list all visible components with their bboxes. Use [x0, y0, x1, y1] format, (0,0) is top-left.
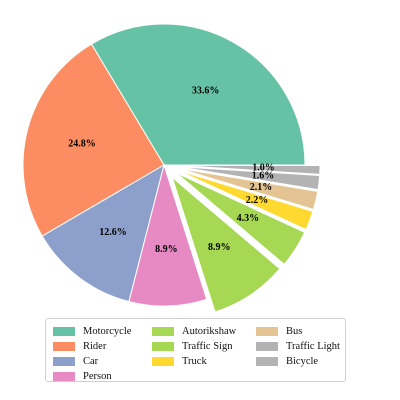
legend-item-bicycle: Bicycle	[256, 354, 318, 368]
legend-swatch-traffic-light	[256, 341, 278, 351]
slice-label-autorikshaw: 8.9%	[208, 242, 231, 253]
legend-item-rider: Rider	[53, 339, 106, 353]
legend-label-motorcycle: Motorcycle	[83, 325, 132, 337]
legend-swatch-bus	[256, 326, 278, 336]
legend-item-person: Person	[53, 369, 112, 383]
legend-item-truck: Truck	[152, 354, 207, 368]
legend-label-traffic-sign: Traffic Sign	[182, 340, 233, 352]
pie-slice-autorikshaw	[171, 175, 281, 313]
pie-slice-bus	[178, 167, 319, 211]
pie-slice-bicycle	[178, 164, 321, 175]
legend-swatch-autorikshaw	[152, 326, 174, 336]
legend-label-car: Car	[83, 355, 99, 367]
pie-slice-traffic-light	[178, 166, 321, 191]
slice-label-bus: 2.1%	[250, 182, 273, 193]
pie-slice-motorcycle	[90, 23, 306, 166]
legend-label-bicycle: Bicycle	[286, 355, 319, 367]
legend-swatch-car	[53, 356, 75, 366]
pie-slice-person	[128, 163, 208, 307]
pie-slice-car	[41, 163, 165, 303]
slice-label-rider: 24.8%	[68, 138, 96, 149]
legend-swatch-traffic-sign	[152, 341, 174, 351]
slice-label-truck: 2.2%	[246, 195, 269, 206]
legend-item-traffic-sign: Traffic Sign	[152, 339, 232, 353]
slice-label-car: 12.6%	[99, 227, 127, 238]
slice-label-bicycle: 1.0%	[252, 162, 275, 173]
pie-slice-truck	[177, 169, 314, 231]
slice-label-traffic-sign: 4.3%	[237, 213, 260, 224]
legend-label-person: Person	[83, 370, 112, 382]
legend-item-car: Car	[53, 354, 98, 368]
legend-item-motorcycle: Motorcycle	[53, 324, 131, 338]
legend-label-rider: Rider	[83, 340, 107, 352]
legend-swatch-bicycle	[256, 356, 278, 366]
legend-label-truck: Truck	[182, 355, 207, 367]
legend-label-autorikshaw: Autorikshaw	[182, 325, 237, 337]
pie-slice-traffic-sign	[176, 172, 306, 266]
legend-swatch-person	[53, 371, 75, 381]
slice-label-traffic-light: 1.6%	[252, 171, 275, 182]
legend-item-traffic-light: Traffic Light	[256, 339, 340, 353]
legend-item-bus: Bus	[256, 324, 302, 338]
legend-swatch-motorcycle	[53, 326, 75, 336]
legend-label-traffic-light: Traffic Light	[286, 340, 340, 352]
legend-label-bus: Bus	[286, 325, 303, 337]
legend-swatch-rider	[53, 341, 75, 351]
slice-label-person: 8.9%	[155, 244, 178, 255]
slice-label-motorcycle: 33.6%	[192, 86, 220, 97]
legend-item-autorikshaw: Autorikshaw	[152, 324, 236, 338]
legend: Motorcycle Rider Car Person Autorikshaw …	[45, 318, 346, 382]
legend-swatch-truck	[152, 356, 174, 366]
pie-slice-rider	[22, 43, 165, 237]
